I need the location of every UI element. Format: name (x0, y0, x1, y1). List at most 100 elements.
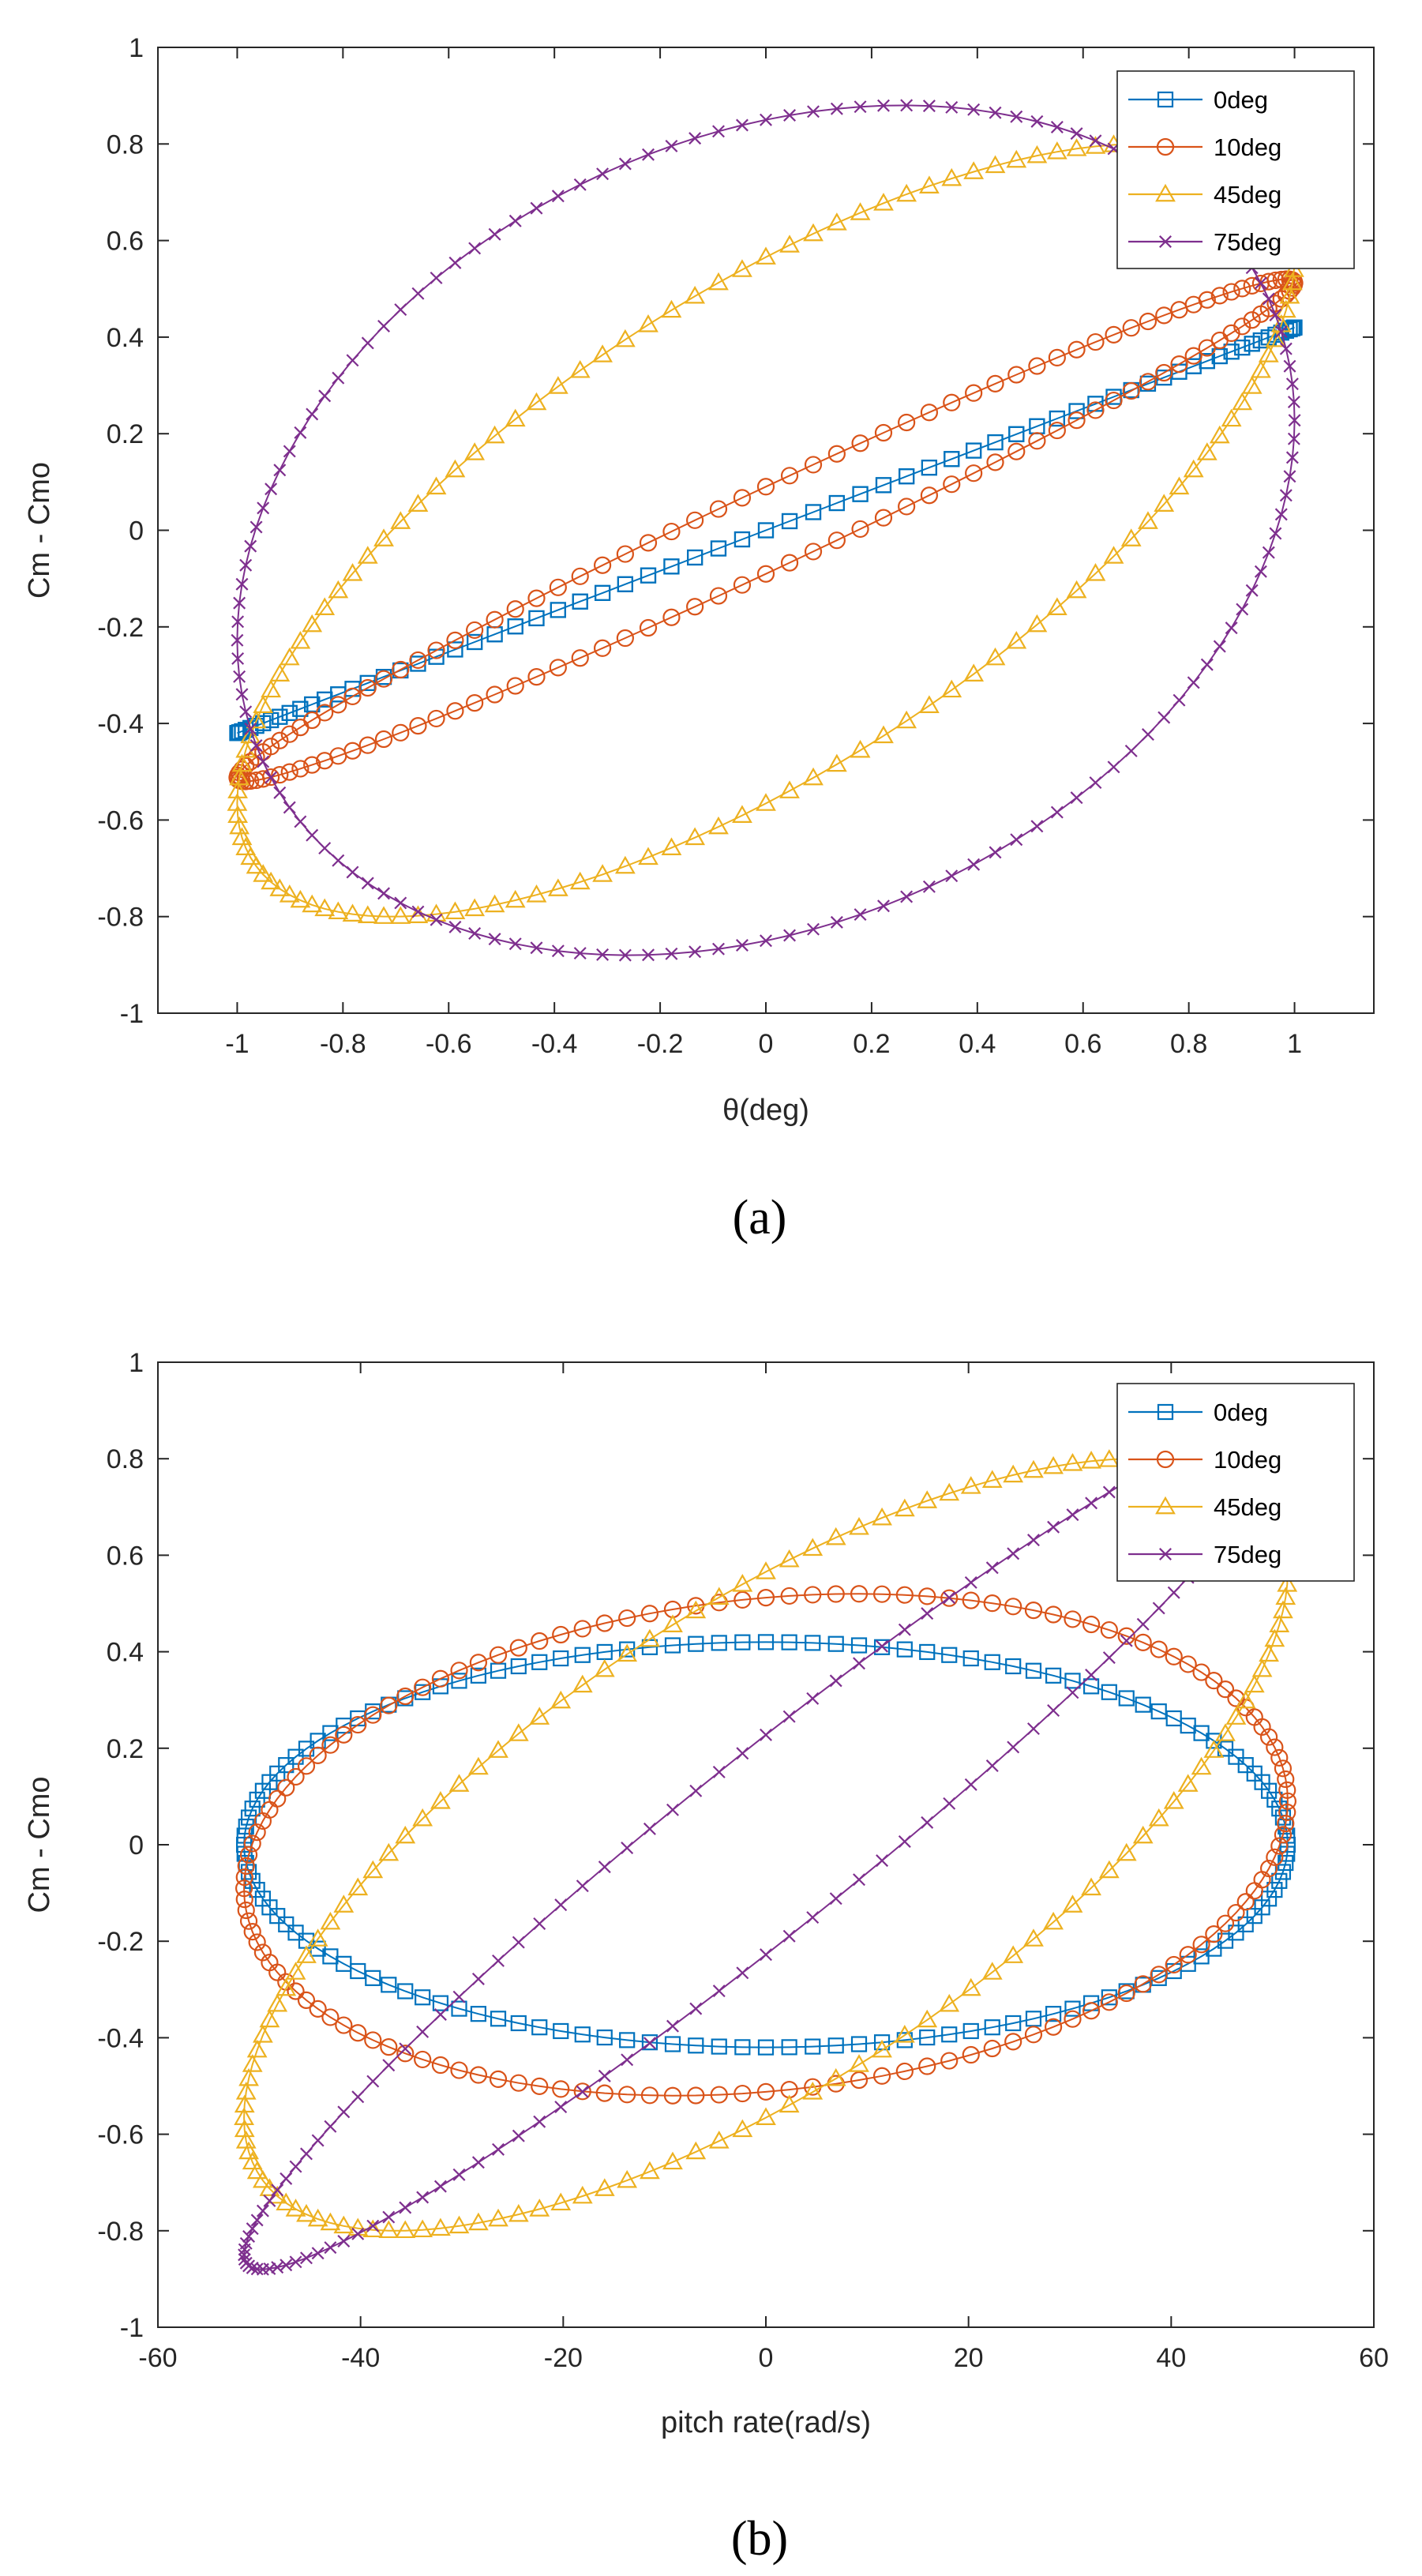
chart-a-point-10deg (571, 567, 589, 585)
chart-b-point-0deg (962, 2022, 979, 2040)
chart-b-point-10deg (1216, 1914, 1235, 1932)
chart-a-point-75deg (900, 99, 914, 112)
chart-b-point-10deg (335, 2016, 353, 2034)
chart-a-point-75deg (1283, 470, 1296, 483)
chart-b-point-10deg (450, 2061, 468, 2079)
chart-a-point-10deg (593, 639, 612, 657)
chart-b-point-10deg (1117, 1984, 1135, 2003)
chart-a-point-75deg (1070, 791, 1083, 805)
chart-b-point-0deg (432, 1995, 449, 2011)
chart-a-point-75deg (235, 577, 249, 591)
chart-b-point-0deg (470, 1667, 487, 1684)
chart-a-y-tick-label: 0.4 (107, 323, 144, 353)
chart-b-point-45deg (572, 1674, 593, 1693)
chart-b-legend-item-0deg: 0deg (1128, 1399, 1268, 1426)
chart-b-point-0deg (553, 1650, 569, 1667)
chart-b-point-10deg (552, 2080, 570, 2098)
chart-b-point-0deg (254, 1782, 272, 1799)
chart-a-point-75deg (1288, 414, 1301, 427)
chart-a-point-0deg (781, 513, 798, 530)
chart-b-point-10deg (1259, 1859, 1278, 1878)
chart-b-point-75deg (337, 2105, 351, 2119)
chart-a-point-45deg (314, 898, 336, 917)
chart-b-point-0deg (1082, 1678, 1100, 1695)
chart-a-point-75deg (265, 483, 278, 496)
chart-a-point-75deg (394, 303, 407, 317)
chart-a-point-45deg (708, 816, 729, 835)
chart-a-point-75deg (244, 539, 257, 553)
chart-b-point-0deg (415, 1989, 431, 2006)
chart-a-series-line-45deg (236, 143, 1296, 918)
chart-a-point-10deg (1198, 291, 1216, 309)
chart-b-point-10deg (321, 2008, 340, 2026)
chart-b-point-45deg (1098, 1449, 1120, 1467)
chart-a-point-75deg (1050, 805, 1064, 819)
chart-b-point-0deg (827, 1635, 844, 1652)
chart-b-point-45deg (685, 1600, 707, 1619)
chart-a-y-tick-label: -0.8 (97, 903, 144, 933)
chart-b-point-45deg (508, 2203, 529, 2222)
chart-b-point-10deg (1245, 1708, 1263, 1726)
chart-b-point-0deg (757, 1634, 775, 1650)
chart-a-point-45deg (357, 905, 378, 923)
chart-b-point-0deg (451, 2000, 467, 2017)
chart-a-point-45deg (1046, 597, 1067, 615)
chart-a-point-10deg (303, 711, 321, 730)
chart-a-point-75deg (854, 908, 867, 922)
chart-b-point-10deg (1044, 2018, 1063, 2036)
chart-b-point-45deg (307, 2208, 328, 2227)
chart-b-point-45deg (917, 2009, 938, 2028)
chart-b-point-0deg (531, 2019, 548, 2036)
chart-a-point-45deg (235, 739, 257, 758)
chart-b-point-10deg (531, 1632, 549, 1650)
chart-a-point-45deg (756, 246, 776, 265)
chart-b-point-75deg (1066, 1686, 1079, 1699)
chart-b-point-45deg (939, 1482, 960, 1501)
chart-a-point-0deg (1223, 344, 1240, 360)
chart-b-point-45deg (1177, 1774, 1199, 1792)
chart-a-series-10deg (228, 270, 1304, 790)
chart-a-point-45deg (1085, 563, 1106, 581)
chart-a-point-45deg (279, 884, 300, 903)
chart-a-point-10deg (1048, 348, 1066, 367)
chart-a-point-45deg (941, 679, 962, 698)
chart-a-point-45deg (850, 739, 871, 758)
chart-b-point-10deg (940, 2052, 959, 2070)
chart-b-point-10deg (287, 1767, 305, 1786)
chart-a-point-75deg (231, 615, 245, 629)
chart-b-point-45deg (1215, 1723, 1236, 1741)
chart-b-point-10deg (287, 1982, 305, 2000)
chart-a-y-tick-label: -0.4 (97, 709, 144, 739)
chart-a-point-10deg (1283, 271, 1301, 289)
chart-b-point-75deg (643, 1822, 656, 1835)
chart-a-point-75deg (618, 948, 632, 962)
chart-a-legend-item-45deg: 45deg (1128, 181, 1281, 208)
chart-a-point-45deg (328, 901, 349, 920)
chart-b-point-45deg (1003, 1945, 1024, 1963)
chart-a-point-75deg (1107, 760, 1120, 774)
chart-a-point-75deg (488, 227, 501, 241)
chart-b-point-75deg (576, 1879, 589, 1893)
chart-a-point-0deg (1285, 319, 1302, 336)
caption-b: (b) (731, 2512, 788, 2566)
chart-b-point-0deg (1064, 1673, 1081, 1689)
chart-b-point-10deg (573, 2082, 591, 2101)
chart-b-point-45deg (1277, 1574, 1298, 1592)
chart-a-point-10deg (756, 565, 775, 583)
chart-a-point-45deg (240, 725, 261, 744)
chart-a-point-75deg (1200, 658, 1214, 671)
chart-b-point-10deg (940, 1589, 959, 1607)
chart-a-point-45deg (963, 663, 985, 682)
chart-b-point-75deg (898, 1623, 911, 1636)
chart-b-point-45deg (981, 1470, 1003, 1488)
chart-a-point-10deg (1028, 432, 1046, 450)
chart-a-point-0deg (966, 442, 982, 459)
chart-b-point-10deg (1064, 1610, 1082, 1628)
chart-b-point-45deg (894, 1498, 915, 1517)
chart-b-point-10deg (1227, 1689, 1245, 1707)
chart-b-point-75deg (512, 1936, 525, 1949)
chart-b-point-0deg (1271, 1872, 1288, 1889)
chart-b-point-10deg (1270, 1837, 1289, 1855)
chart-b-point-0deg (805, 2038, 821, 2055)
chart-b-point-0deg (1266, 1791, 1283, 1808)
